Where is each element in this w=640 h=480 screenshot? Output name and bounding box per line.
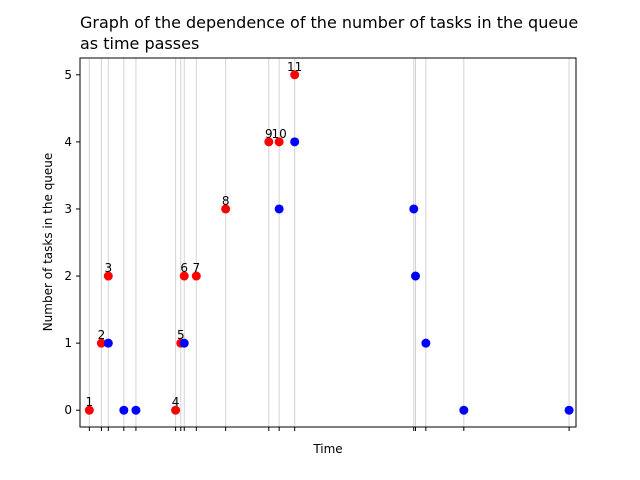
data-point [221, 204, 231, 214]
plot-area [79, 57, 577, 428]
data-point [179, 338, 189, 348]
point-label: 1 [85, 395, 93, 409]
data-point [191, 271, 201, 281]
data-points [84, 70, 574, 415]
point-label: 11 [287, 60, 302, 74]
y-tick-label: 4 [64, 135, 72, 149]
data-point [171, 405, 181, 415]
y-tick-label: 1 [64, 336, 72, 350]
data-point [410, 271, 420, 281]
point-label: 9 [265, 127, 273, 141]
data-point [274, 204, 284, 214]
x-axis [88, 427, 570, 431]
x-axis-label: Time [312, 442, 342, 456]
y-tick-label: 0 [64, 403, 72, 417]
data-point [459, 405, 469, 415]
data-point [84, 405, 94, 415]
grid-lines [88, 58, 570, 427]
y-tick-label: 3 [64, 202, 72, 216]
point-label: 7 [192, 261, 200, 275]
data-point [119, 405, 129, 415]
data-point [96, 338, 106, 348]
data-point [103, 338, 113, 348]
data-point [564, 405, 574, 415]
data-point [290, 70, 300, 80]
y-tick-label: 5 [64, 68, 72, 82]
point-labels: 1 2 3 4 5 6 7 8 910 11 [85, 60, 302, 409]
point-label: 10 [272, 127, 287, 141]
data-point [409, 204, 419, 214]
y-tick-label: 2 [64, 269, 72, 283]
point-label: 3 [104, 261, 112, 275]
chart-title-line1: Graph of the dependence of the number of… [80, 13, 578, 32]
point-label: 8 [222, 194, 230, 208]
data-point [179, 271, 189, 281]
y-axis-label: Number of tasks in the queue [41, 153, 55, 332]
data-point [274, 137, 284, 147]
chart-title-line2: as time passes [80, 34, 199, 53]
point-label: 5 [177, 328, 185, 342]
data-point [131, 405, 141, 415]
data-point [264, 137, 274, 147]
point-label: 6 [180, 261, 188, 275]
point-label: 4 [172, 395, 180, 409]
data-point [421, 338, 431, 348]
y-axis: 0 1 2 3 4 5 [64, 68, 80, 417]
data-point [290, 137, 300, 147]
point-label: 2 [98, 328, 106, 342]
data-point [103, 271, 113, 281]
